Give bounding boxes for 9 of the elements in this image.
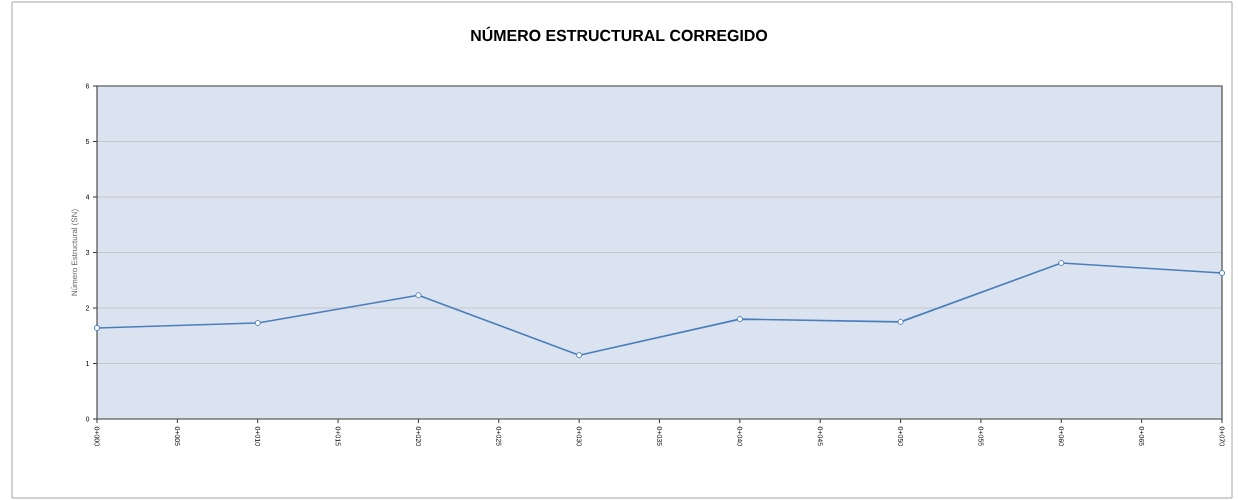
point (736, 316, 743, 323)
point (254, 319, 261, 327)
point (576, 352, 583, 359)
chart-title: NÚMERO ESTRUCTURAL CORREGIDO (471, 26, 768, 42)
point (1218, 269, 1226, 277)
point (415, 292, 422, 299)
point (1058, 259, 1065, 267)
point (93, 324, 101, 332)
point (897, 318, 904, 325)
